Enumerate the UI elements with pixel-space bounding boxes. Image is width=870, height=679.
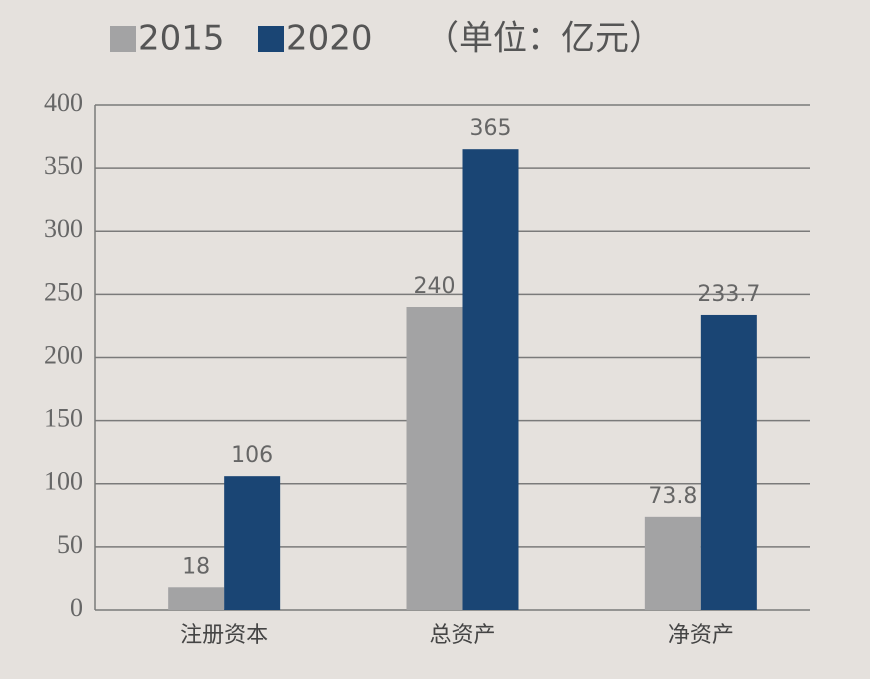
y-tick-label: 250 [44,277,83,306]
bar [224,476,281,610]
x-tick-label: 总资产 [429,623,495,648]
legend-label: 2020 [286,19,373,59]
bar [406,307,463,610]
value-label: 18 [182,554,210,579]
legend-label: 2015 [138,19,225,59]
value-label: 365 [470,116,512,141]
x-tick-label: 净资产 [668,623,734,648]
bar [644,516,701,610]
y-tick-label: 300 [44,214,83,243]
bar [168,587,225,610]
y-tick-label: 200 [44,340,83,369]
y-tick-label: 100 [44,467,83,496]
bar [700,314,757,610]
x-tick-label: 注册资本 [180,623,268,648]
bar [462,149,519,610]
unit-label: （单位：亿元） [425,19,663,59]
y-tick-label: 150 [44,404,83,433]
y-tick-label: 350 [44,151,83,180]
value-label: 233.7 [697,282,760,307]
legend-swatch [110,26,136,52]
legend-swatch [258,26,284,52]
y-tick-label: 0 [70,593,83,622]
y-tick-label: 400 [44,88,83,117]
value-label: 106 [231,443,273,468]
value-label: 240 [414,274,456,299]
value-label: 73.8 [648,484,697,509]
y-tick-label: 50 [57,530,83,559]
